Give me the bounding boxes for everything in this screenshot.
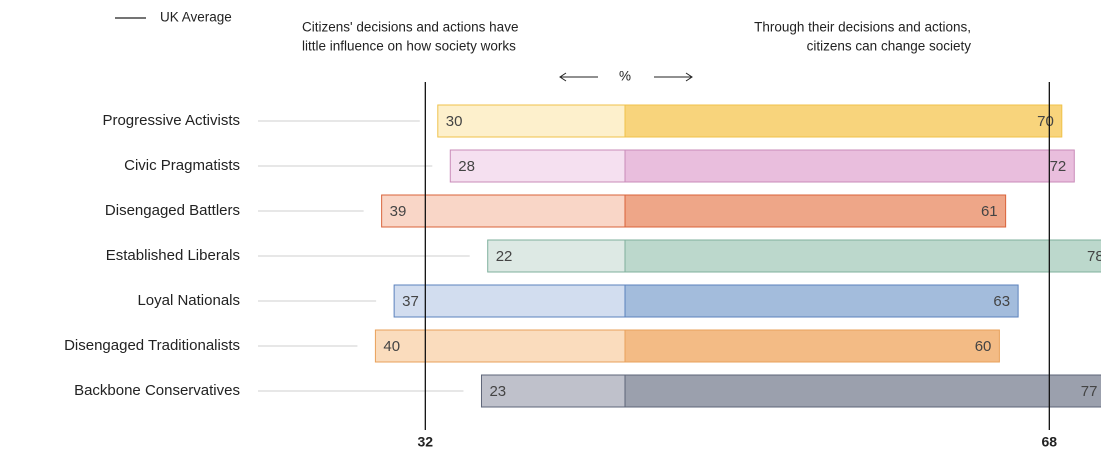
category-label: Disengaged Traditionalists xyxy=(64,337,240,354)
bar-right xyxy=(624,239,1101,273)
category-label: Disengaged Battlers xyxy=(105,202,240,219)
bar-left xyxy=(437,104,626,138)
bar-right xyxy=(624,284,1019,318)
value-label: 30 xyxy=(446,113,463,130)
value-label: 78 xyxy=(1087,248,1101,265)
arrows xyxy=(559,72,693,82)
category-label: Progressive Activists xyxy=(102,112,240,129)
category-label: Civic Pragmatists xyxy=(124,157,240,174)
value-label: 60 xyxy=(975,338,992,355)
value-label: 63 xyxy=(993,293,1010,310)
left-header: little influence on how society works xyxy=(302,39,516,54)
unit-label: % xyxy=(619,69,631,84)
right-header: Through their decisions and actions, xyxy=(754,20,971,35)
value-label: 39 xyxy=(390,203,407,220)
category-label: Backbone Conservatives xyxy=(74,382,240,399)
bar-right xyxy=(624,374,1101,408)
value-label: 40 xyxy=(383,338,400,355)
value-label: 70 xyxy=(1037,113,1054,130)
value-label: 28 xyxy=(458,158,475,175)
value-label: 77 xyxy=(1081,383,1098,400)
bar-right xyxy=(624,329,1000,363)
bar-right xyxy=(624,149,1075,183)
bar-right xyxy=(624,194,1007,228)
left-header: Citizens' decisions and actions have xyxy=(302,20,518,35)
bar-left xyxy=(381,194,626,228)
uk-average-label: 32 xyxy=(418,434,434,450)
value-label: 23 xyxy=(489,383,506,400)
value-label: 61 xyxy=(981,203,998,220)
bar-left xyxy=(393,284,626,318)
right-header: citizens can change society xyxy=(807,39,972,54)
bar-right xyxy=(624,104,1063,138)
bar-left xyxy=(449,149,626,183)
category-label: Loyal Nationals xyxy=(137,292,240,309)
legend-label: UK Average xyxy=(160,10,232,25)
value-label: 72 xyxy=(1050,158,1067,175)
uk-average-label: 68 xyxy=(1042,434,1058,450)
category-label: Established Liberals xyxy=(106,247,240,264)
value-label: 22 xyxy=(496,248,513,265)
bar-left xyxy=(480,374,626,408)
value-label: 37 xyxy=(402,293,419,310)
bar-left xyxy=(374,329,626,363)
